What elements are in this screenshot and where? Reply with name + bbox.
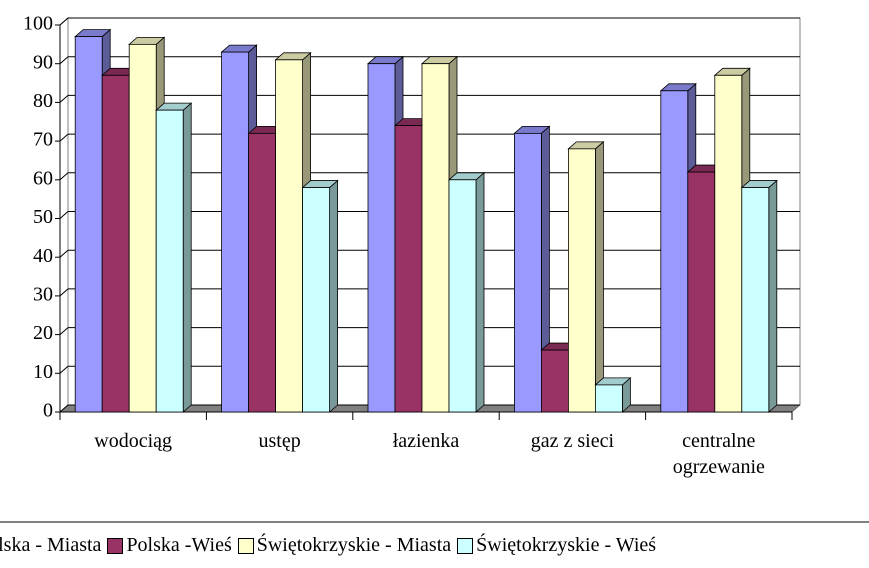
y-tick-label: 0 [43, 400, 53, 422]
y-tick-label: 60 [33, 167, 53, 189]
y-tick-label: 10 [33, 361, 53, 383]
bar [101, 74, 130, 413]
bar [367, 63, 396, 413]
legend-swatch [107, 537, 124, 554]
grid-line-side [59, 327, 69, 335]
bar [660, 90, 689, 413]
x-tick-label: wodociąg [94, 430, 173, 452]
y-tick-label: 90 [33, 51, 53, 73]
bar-side [329, 179, 339, 413]
grid-line-side [59, 404, 69, 413]
bar [687, 171, 716, 413]
bar-side [475, 171, 485, 413]
legend-label: Polska - Miasta [0, 534, 102, 556]
grid-line-side [59, 133, 69, 142]
y-tick-label: 40 [33, 245, 53, 267]
legend-item: Świętokrzyskie - Miasta [237, 534, 452, 557]
bar-side [768, 179, 778, 413]
bar [248, 132, 277, 413]
bar [221, 51, 250, 413]
y-tick-label: 80 [33, 90, 53, 112]
bar [741, 187, 770, 413]
y-tick-label: 100 [23, 13, 53, 35]
x-tick-label: łazienka [392, 430, 460, 452]
bar [568, 148, 596, 413]
y-tick-label: 50 [33, 206, 53, 228]
legend-swatch [237, 537, 254, 554]
x-tick-label: ustęp [258, 430, 301, 452]
grid-line-side [59, 211, 69, 219]
grid-line-side [59, 56, 69, 65]
grid-line-side [59, 249, 69, 258]
bar [714, 74, 743, 413]
legend-label: Polska -Wieś [126, 534, 232, 556]
legend-item: Polska - Miasta [0, 534, 101, 557]
bar [155, 109, 184, 413]
x-tick-label: centralne ogrzewanie [672, 430, 765, 478]
legend-label: Świętokrzyskie - Miasta [256, 534, 452, 556]
bar [275, 59, 304, 413]
bar [541, 349, 569, 413]
grid-line-side [59, 288, 69, 297]
bar [595, 384, 623, 413]
legend-item: Świętokrzyskie - Wieś [457, 534, 656, 557]
bar-side [182, 102, 192, 413]
legend-label: Świętokrzyskie - Wieś [476, 534, 657, 556]
bar [74, 36, 103, 413]
x-tick-label: gaz z sieci [530, 430, 615, 452]
y-tick-label: 20 [33, 322, 53, 344]
grid-line-side [59, 365, 69, 374]
grid-line-side [59, 17, 69, 26]
legend-swatch [457, 537, 474, 554]
bar-side [595, 140, 604, 413]
legend: Polska - Miasta Polska -Wieś Świętokrzyski… [0, 534, 662, 557]
legend-item: Polska -Wieś [107, 534, 232, 557]
bar [128, 43, 157, 413]
y-tick-label: 30 [33, 283, 53, 305]
y-tick-label: 70 [33, 129, 53, 151]
grid-line-side [59, 172, 69, 181]
bar [448, 179, 477, 413]
grid-line-side [59, 95, 69, 103]
bar [394, 125, 423, 413]
bar [421, 63, 450, 413]
bar [302, 187, 331, 413]
bar [514, 132, 542, 413]
